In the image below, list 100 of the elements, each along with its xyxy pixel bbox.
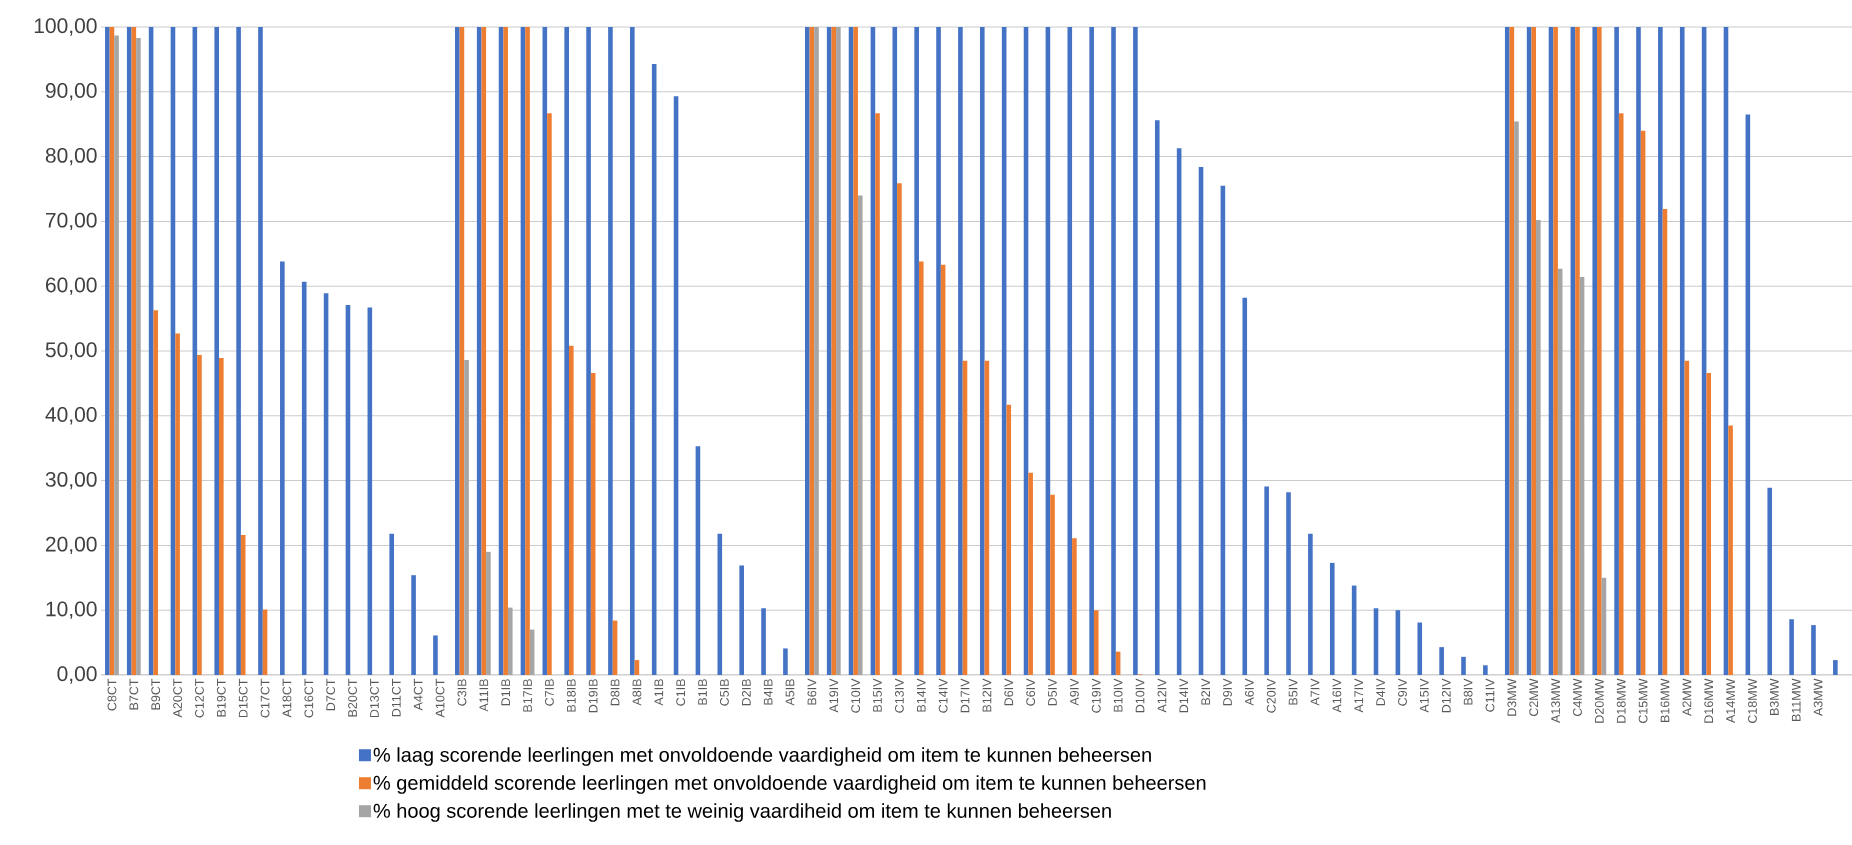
bar bbox=[1531, 26, 1537, 675]
bar bbox=[1006, 404, 1012, 675]
bar bbox=[1093, 610, 1099, 675]
x-tick-label: A4CT bbox=[413, 678, 423, 711]
bar bbox=[1439, 647, 1444, 675]
bar bbox=[153, 310, 158, 675]
bar bbox=[1514, 121, 1519, 675]
x-tick-label: B17IB bbox=[523, 679, 532, 712]
x-tick-label: C17CT bbox=[260, 678, 270, 718]
x-tick-label: D19IB bbox=[588, 679, 598, 713]
bar bbox=[853, 26, 858, 675]
x-tick-label: D5IV bbox=[1048, 678, 1057, 706]
bar bbox=[525, 26, 530, 675]
bar bbox=[564, 26, 569, 675]
x-tick-label: A7IV bbox=[1310, 678, 1320, 706]
x-tick-label: C8CT bbox=[107, 678, 117, 711]
bar bbox=[1614, 26, 1619, 675]
x-tick-label: D20MW bbox=[1594, 678, 1604, 723]
bar bbox=[836, 26, 841, 675]
x-tick-label: A14MW bbox=[1726, 678, 1735, 723]
x-tick-label: C16CT bbox=[304, 678, 314, 718]
x-tick-label: D16MW bbox=[1704, 678, 1714, 723]
bar bbox=[1728, 425, 1733, 675]
x-tick-label: D9IV bbox=[1223, 678, 1232, 706]
bar bbox=[936, 26, 941, 675]
legend-label: % hoog scorende leerlingen met te weinig vaardiheid om item te kunnen beheersen bbox=[373, 803, 1111, 822]
x-tick-label: B12IV bbox=[982, 678, 992, 712]
bar bbox=[608, 26, 613, 675]
x-tick-label: D2IB bbox=[741, 679, 751, 706]
x-tick-label: D10IV bbox=[1135, 678, 1145, 713]
bar bbox=[1553, 26, 1558, 675]
x-tick-label: B2IV bbox=[1201, 678, 1210, 705]
bar bbox=[783, 648, 788, 675]
bar bbox=[1811, 625, 1816, 675]
x-tick-label: D15CT bbox=[238, 678, 248, 718]
bar bbox=[958, 26, 963, 675]
x-tick-label: A9IV bbox=[1069, 678, 1079, 706]
y-tick-label: 80,00 bbox=[45, 147, 97, 166]
bar bbox=[857, 195, 863, 675]
x-tick-label: C12CT bbox=[195, 678, 204, 718]
bar bbox=[389, 533, 394, 675]
x-tick-label: B3MW bbox=[1769, 678, 1779, 715]
bar bbox=[1636, 26, 1641, 675]
bar bbox=[586, 26, 591, 675]
x-tick-label: A2MW bbox=[1682, 678, 1692, 716]
x-tick-label: B6IV bbox=[807, 678, 817, 705]
bar bbox=[301, 281, 307, 675]
x-tick-label: C3IB bbox=[457, 679, 467, 706]
bar bbox=[464, 360, 469, 675]
bar bbox=[1536, 220, 1541, 675]
x-tick-label: D14IV bbox=[1179, 678, 1189, 713]
bar bbox=[1089, 26, 1094, 675]
x-tick-label: C6IV bbox=[1026, 678, 1036, 706]
bar bbox=[805, 26, 810, 675]
bar bbox=[630, 26, 635, 675]
y-tick-label: 30,00 bbox=[45, 471, 97, 490]
bar bbox=[136, 38, 141, 675]
bar bbox=[105, 26, 110, 675]
x-tick-label: D3MW bbox=[1507, 678, 1517, 716]
bar bbox=[258, 26, 263, 675]
bar bbox=[979, 26, 985, 675]
x-tick-label: C19IV bbox=[1091, 678, 1101, 713]
bar bbox=[892, 26, 898, 675]
x-tick-label: D4IV bbox=[1376, 678, 1385, 706]
x-tick-label: A12IV bbox=[1157, 678, 1167, 713]
x-tick-label: B16MW bbox=[1660, 678, 1670, 722]
bar bbox=[175, 333, 180, 675]
x-tick-label: C1IB bbox=[676, 679, 686, 706]
y-tick-label: 20,00 bbox=[45, 536, 97, 555]
x-tick-label: D12IV bbox=[1441, 678, 1451, 713]
x-tick-label: A8IB bbox=[632, 679, 642, 706]
x-tick-label: A10CT bbox=[435, 678, 445, 718]
bar bbox=[280, 261, 285, 675]
bar bbox=[126, 26, 132, 675]
legend-label: % gemiddeld scorende leerlingen met onvoldoende vaardigheid om item te kunnen beheersen bbox=[373, 775, 1206, 794]
bar bbox=[1329, 562, 1335, 675]
x-tick-label: C14IV bbox=[938, 678, 948, 713]
x-tick-label: D7CT bbox=[326, 678, 336, 711]
bar bbox=[1111, 26, 1116, 675]
bar bbox=[481, 26, 487, 675]
bar bbox=[1067, 26, 1073, 675]
bar bbox=[507, 607, 513, 675]
x-tick-label: D6IV bbox=[1004, 678, 1014, 706]
x-tick-label: C2MW bbox=[1529, 678, 1539, 717]
bar bbox=[1028, 472, 1033, 675]
x-tick-label: C9IV bbox=[1398, 678, 1407, 706]
bar bbox=[1833, 660, 1838, 675]
y-tick-label: 50,00 bbox=[45, 342, 97, 360]
bar bbox=[1286, 492, 1291, 675]
x-tick-label: B9CT bbox=[151, 678, 161, 710]
x-tick-label: C20IV bbox=[1266, 678, 1276, 713]
bar bbox=[918, 261, 924, 675]
x-tick-label: B4IB bbox=[763, 679, 773, 705]
y-tick-label: 100,00 bbox=[34, 18, 97, 36]
x-tick-label: B15IV bbox=[873, 678, 882, 712]
bar bbox=[831, 26, 837, 675]
x-tick-label: A18CT bbox=[282, 678, 292, 718]
bar bbox=[1264, 486, 1269, 675]
x-tick-label: B1IB bbox=[698, 679, 707, 705]
bar bbox=[1597, 26, 1602, 675]
